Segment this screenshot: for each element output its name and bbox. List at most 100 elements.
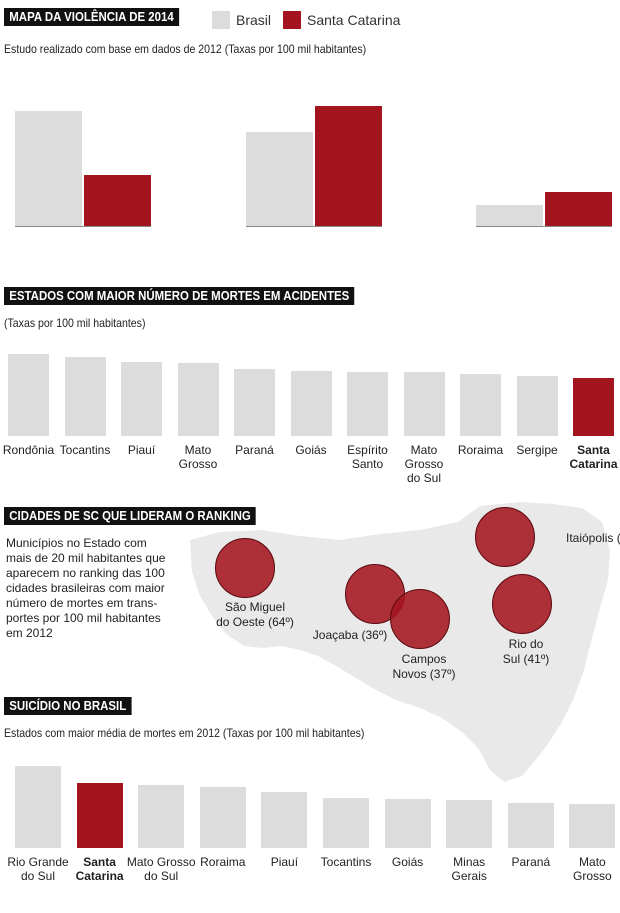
category-label-9: Sergipe (503, 443, 572, 457)
category-label-7: Mato Grosso do Sul (390, 443, 459, 485)
category-label-line: Piauí (127, 443, 156, 457)
category-label-line: Piauí (270, 855, 299, 869)
category-label-line: Tocantins (320, 855, 372, 869)
description-line: mais de 20 mil habitantes que (6, 551, 166, 565)
description-line: Municípios no Estado com (6, 536, 147, 550)
category-label-line: Minas (453, 855, 486, 869)
bar-1 (64, 357, 106, 436)
category-label-line: Catarina (75, 869, 124, 883)
city-label-4: Rio do Sul (41º) (466, 637, 586, 667)
section-subtitle-accident-rate: (Taxas por 100 mil habitantes) (4, 316, 146, 330)
section-title-violence-map: MAPA DA VIOLÊNCIA DE 2014 (4, 8, 179, 26)
bar-3 (177, 363, 219, 436)
city-label-1: Joaçaba (36º) (290, 628, 410, 643)
category-label-line: Catarina (569, 457, 618, 471)
city-label-line: Sul (41º) (502, 652, 550, 666)
description-line: aparecem no ranking das 100 (6, 566, 165, 580)
category-label-10: Santa Catarina (559, 443, 620, 471)
category-label-7: Minas Gerais (432, 855, 506, 883)
city-label-line: Campos (401, 652, 447, 666)
category-label-2: Piauí (107, 443, 176, 457)
city-label-0: São Miguel do Oeste (64º) (195, 600, 315, 630)
city-label-3: Itaiópolis (69º) (566, 531, 620, 546)
category-label-9: Mato Grosso (555, 855, 620, 883)
city-circle-4 (492, 574, 552, 634)
category-label-line: Paraná (235, 443, 274, 457)
category-label-line: Espírito (347, 443, 388, 457)
category-label-6: Espírito Santo (333, 443, 402, 471)
city-label-line: São Miguel (224, 600, 286, 614)
city-circle-0 (215, 538, 275, 598)
bar-6 (347, 372, 388, 436)
category-label-3: Mato Grosso (164, 443, 233, 471)
category-label-5: Goiás (277, 443, 346, 457)
description-line: portes por 100 mil habitantes (6, 611, 161, 625)
category-label-line: do Sul (144, 869, 179, 883)
category-label-line: Goiás (391, 855, 424, 869)
bar-5 (290, 371, 332, 436)
city-label-line: Novos (37º) (392, 667, 456, 681)
baseline-2 (476, 226, 612, 227)
section-subtitle-suicide: Estados com maior média de mortes em 201… (4, 726, 365, 740)
category-label-4: Piauí (247, 855, 321, 869)
baseline-0 (15, 226, 151, 227)
category-label-0: Rondônia (0, 443, 63, 457)
category-label-line: Grosso (178, 457, 218, 471)
category-label-8: Roraima (446, 443, 515, 457)
bar-2 (121, 362, 162, 436)
category-label-5: Tocantins (309, 855, 383, 869)
section-title-suicide: SUICÍDIO NO BRASIL (4, 697, 132, 715)
category-label-line: Grosso (573, 869, 612, 883)
category-label-line: Mato (579, 855, 606, 869)
description-line: cidades brasileiras com maior (6, 581, 165, 595)
category-label-line: Sergipe (516, 443, 558, 457)
city-label-2: Campos Novos (37º) (364, 652, 484, 682)
bar-2 (138, 785, 185, 848)
category-label-line: Rio Grande (7, 855, 69, 869)
category-label-line: Mato (184, 443, 212, 457)
section-subtitle-study: Estudo realizado com base em dados de 20… (4, 42, 367, 56)
category-label-4: Paraná (220, 443, 289, 457)
bar-brasil-0 (15, 111, 82, 226)
bar-4 (261, 792, 308, 848)
bar-7 (403, 372, 445, 436)
category-label-8: Paraná (494, 855, 568, 869)
city-label-line: do Oeste (64º) (216, 615, 294, 629)
bar-sc-2 (545, 192, 612, 226)
city-circle-3 (475, 507, 535, 567)
bar-1 (76, 783, 123, 848)
category-label-line: Santa (83, 855, 116, 869)
bar-brasil-1 (246, 132, 313, 226)
bar-6 (384, 799, 431, 848)
category-label-line: do Sul (406, 471, 442, 485)
city-label-line: Rio do (508, 637, 544, 651)
category-label-line: do Sul (20, 869, 56, 883)
bar-8 (507, 803, 554, 848)
category-label-line: Gerais (451, 869, 487, 883)
category-label-line: Tocantins (59, 443, 111, 457)
category-label-line: Mato (410, 443, 438, 457)
category-label-line: Santo (351, 457, 384, 471)
category-label-1: Tocantins (51, 443, 120, 457)
category-label-line: Roraima (200, 855, 246, 869)
bar-0 (8, 354, 49, 436)
category-label-0: Rio Grande do Sul (1, 855, 75, 883)
category-label-line: Goiás (295, 443, 327, 457)
legend-swatch-brasil (212, 11, 230, 29)
category-label-line: Roraima (457, 443, 504, 457)
description-line: número de mortes em trans- (6, 596, 158, 610)
city-label-line: Joaçaba (36º) (312, 628, 388, 642)
bar-3 (199, 787, 246, 848)
category-label-1: Santa Catarina (63, 855, 137, 883)
city-label-line: Itaiópolis (69º) (566, 531, 620, 545)
bar-brasil-2 (476, 205, 543, 226)
city-circle-2 (390, 589, 450, 649)
bar-9 (569, 804, 616, 848)
bar-7 (446, 800, 493, 848)
section-title-accident-states: ESTADOS COM MAIOR NÚMERO DE MORTES EM AC… (4, 287, 355, 305)
sc-cities-description: Municípios no Estado com mais de 20 mil h… (6, 536, 206, 641)
baseline-1 (246, 226, 382, 227)
category-label-line: Mato Grosso (126, 855, 196, 869)
bar-sc-0 (84, 175, 151, 226)
category-label-3: Roraima (186, 855, 260, 869)
